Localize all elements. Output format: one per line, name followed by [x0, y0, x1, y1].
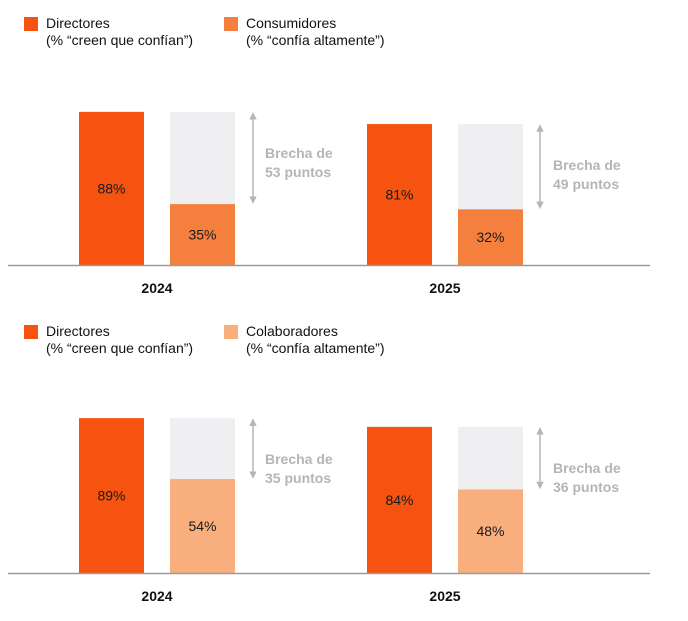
legend-item-colaboradores: Colaboradores (% “confía altamente”): [224, 323, 385, 357]
gap-label-line1-2025: Brecha de: [553, 460, 621, 476]
bar-label-colaboradores-2025: 48%: [476, 523, 504, 539]
legend-label-colaboradores: Colaboradores: [246, 323, 338, 339]
legend-sublabel-consumidores: (% “confía altamente”): [246, 32, 385, 48]
bar-consumidores-2025: [458, 209, 523, 265]
legend-swatch-directores: [24, 325, 38, 339]
bar-chart-consumers: 88% 35% Brecha de 53 puntos 2024 81% 32% Brecha…: [8, 111, 650, 296]
gap-label-line1-2024: Brecha de: [265, 145, 333, 161]
legend-label-consumidores: Consumidores: [246, 15, 337, 31]
gap-label-line2-2024: 53 puntos: [265, 164, 331, 180]
legend-sublabel-directores: (% “creen que confían”): [46, 32, 194, 48]
gap-label-line2-2025: 49 puntos: [553, 176, 619, 192]
gap-label-line1-2025: Brecha de: [553, 157, 621, 173]
bar-label-consumidores-2024: 35%: [188, 227, 216, 243]
bar-chart-collaborators: 89% 54% Brecha de 35 puntos 2024 84% 48% Brecha…: [8, 418, 650, 604]
legend-sublabel-colaboradores: (% “confía altamente”): [246, 340, 385, 356]
bar-label-directores-2025: 84%: [385, 492, 413, 508]
legend-item-consumidores: Consumidores (% “confía altamente”): [224, 15, 385, 49]
x-tick-label-2024: 2024: [141, 280, 172, 296]
gap-label-line2-2024: 35 puntos: [265, 470, 331, 486]
bar-colaboradores-2024: [170, 479, 235, 573]
legend-swatch-consumidores: [224, 17, 238, 31]
gap-label-line1-2024: Brecha de: [265, 451, 333, 467]
chart-panel-collaborators: Directores (% “creen que confían”) Colab…: [0, 308, 688, 608]
x-tick-label-2025: 2025: [429, 280, 460, 296]
bar-label-directores-2025: 81%: [385, 187, 413, 203]
bar-directores-2024: [79, 111, 144, 265]
legend-label-directores: Directores: [46, 323, 110, 339]
x-tick-label-2024: 2024: [141, 588, 172, 604]
bar-directores-2025: [367, 124, 432, 265]
bar-label-colaboradores-2024: 54%: [188, 518, 216, 534]
bar-directores-2025: [367, 426, 432, 573]
legend-item-directores: Directores (% “creen que confían”): [24, 15, 193, 49]
bar-label-directores-2024: 89%: [97, 488, 125, 504]
chart-panel-consumers: Directores (% “creen que confían”) Consu…: [0, 0, 688, 300]
legend-item-directores: Directores (% “creen que confían”): [24, 323, 193, 357]
gap-label-line2-2025: 36 puntos: [553, 479, 619, 495]
legend-swatch-colaboradores: [224, 325, 238, 339]
bar-consumidores-2024: [170, 204, 235, 265]
bar-directores-2024: [79, 418, 144, 573]
legend-sublabel-directores: (% “creen que confían”): [46, 340, 194, 356]
bar-label-directores-2024: 88%: [97, 180, 125, 196]
x-tick-label-2025: 2025: [429, 588, 460, 604]
bar-label-consumidores-2025: 32%: [476, 229, 504, 245]
legend-swatch-directores: [24, 17, 38, 31]
bar-colaboradores-2025: [458, 489, 523, 573]
legend-label-directores: Directores: [46, 15, 110, 31]
